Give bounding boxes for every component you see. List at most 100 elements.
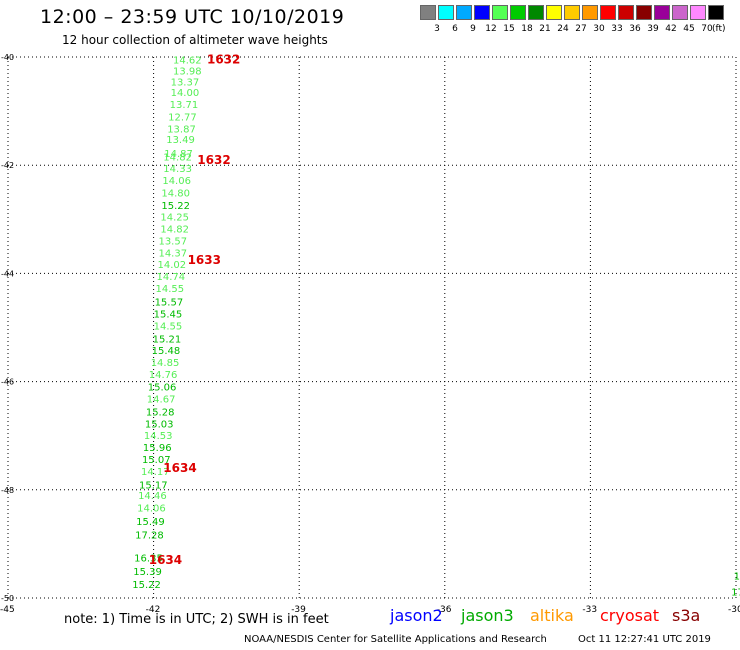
swh-value: 14.17	[141, 467, 170, 478]
swh-value: 13.71	[170, 100, 199, 111]
legend-swatch	[636, 5, 652, 20]
swh-value: 15.22	[132, 580, 161, 591]
swh-value: 13.57	[158, 236, 187, 247]
legend-label: 70	[701, 24, 713, 34]
x-tick-label: -33	[582, 605, 597, 615]
swh-value: 14.06	[162, 176, 191, 187]
swh-value: 15.45	[154, 309, 183, 320]
swh-value: 15.96	[143, 443, 172, 454]
legend-label: 39	[647, 24, 659, 34]
legend-label: 30	[593, 24, 605, 34]
swh-value: 15.48	[152, 346, 181, 357]
swh-value: 15.03	[145, 419, 174, 430]
satellite-cryosat: cryosat	[600, 606, 660, 625]
swh-value: 14.02	[157, 260, 186, 271]
swh-value: 14.00	[171, 88, 200, 99]
legend-swatch	[582, 5, 598, 20]
legend-swatch	[708, 5, 724, 20]
x-tick-label: -30	[728, 605, 740, 615]
swh-value: 16.35	[134, 553, 163, 564]
swh-value: 15.39	[133, 567, 162, 578]
legend-swatch	[690, 5, 706, 20]
color-legend: 3 6 9 12 15 18 21 24 27 30 33 36 39 42 45 70 (ft)	[420, 5, 740, 39]
x-tick-label: -39	[291, 605, 306, 615]
swh-value: 15.17	[139, 480, 168, 491]
swh-value: 15.22	[161, 201, 190, 212]
legend-swatch	[474, 5, 490, 20]
swh-value: 14.25	[160, 213, 189, 224]
y-tick-label: -50	[1, 594, 14, 603]
legend-label: 15	[503, 24, 515, 34]
swh-value: 14.55	[154, 321, 183, 332]
swh-value: 14.82	[163, 153, 192, 164]
legend-label: 42	[665, 24, 677, 34]
legend-swatch	[618, 5, 634, 20]
chart-title: 12:00 – 23:59 UTC 10/10/2019	[40, 6, 345, 28]
swh-value: 14.67	[147, 394, 176, 405]
legend-label: 3	[434, 24, 440, 34]
swh-value: 15.07	[142, 455, 171, 466]
legend-swatch	[654, 5, 670, 20]
legend-swatch	[438, 5, 454, 20]
chart-subtitle: 12 hour collection of altimeter wave hei…	[62, 33, 328, 47]
swh-value: 17	[734, 571, 740, 582]
swh-value: 15.06	[148, 382, 177, 393]
legend-swatch	[420, 5, 436, 20]
swh-value: 14.33	[163, 164, 192, 175]
footer-agency: NOAA/NESDIS Center for Satellite Applica…	[244, 634, 547, 645]
swh-value: 14.87	[164, 149, 193, 160]
swh-value: 14.62	[173, 56, 202, 67]
swh-value: 14.55	[156, 284, 185, 295]
time-label: 1634	[149, 553, 182, 567]
swh-value: 13.37	[171, 77, 200, 88]
satellite-s3a: s3a	[672, 606, 701, 625]
swh-value: 17	[731, 588, 740, 599]
legend-label: 6	[452, 24, 458, 34]
legend-label: 27	[575, 24, 587, 34]
time-label: 1633	[188, 253, 221, 267]
satellite-altika: altika	[530, 606, 574, 625]
x-tick-label: -36	[437, 605, 452, 615]
legend-swatch	[564, 5, 580, 20]
note-text: note: 1) Time is in UTC; 2) SWH is in fe…	[64, 612, 329, 627]
swh-value: 14.76	[149, 370, 178, 381]
swh-value: 12.77	[168, 113, 197, 124]
x-tick-label: -42	[146, 605, 161, 615]
legend-label: 18	[521, 24, 533, 34]
legend-label: 12	[485, 24, 497, 34]
satellite-jason3: jason3	[461, 606, 514, 625]
time-label: 1632	[197, 153, 230, 167]
swh-value: 14.46	[138, 491, 167, 502]
legend-swatch	[600, 5, 616, 20]
legend-swatch	[528, 5, 544, 20]
swh-value: 17.28	[135, 531, 164, 542]
swh-value: 14.80	[161, 188, 190, 199]
x-tick-label: -45	[0, 605, 15, 615]
y-tick-label: -46	[1, 378, 14, 387]
legend-swatch	[510, 5, 526, 20]
time-label: 1634	[163, 461, 196, 475]
legend-label: 36	[629, 24, 641, 34]
swh-value: 13.49	[166, 135, 195, 146]
legend-label: 45	[683, 24, 695, 34]
legend-label: 21	[539, 24, 551, 34]
swh-value: 15.49	[136, 517, 165, 528]
legend-unit: (ft)	[712, 24, 726, 34]
legend-label: 24	[557, 24, 569, 34]
time-label: 1632	[207, 53, 240, 67]
satellite-jason2: jason2	[390, 606, 443, 625]
swh-value: 13.87	[167, 124, 196, 135]
y-tick-label: -48	[1, 486, 14, 495]
swh-value: 14.53	[144, 431, 173, 442]
swh-value: 13.98	[173, 67, 202, 78]
legend-swatch	[456, 5, 472, 20]
legend-label: 33	[611, 24, 623, 34]
swh-value: 14.06	[137, 504, 166, 515]
swh-value: 14.85	[151, 358, 180, 369]
swh-value: 15.28	[146, 407, 175, 418]
swh-value: 15.21	[153, 334, 182, 345]
footer-timestamp: Oct 11 12:27:41 UTC 2019	[578, 634, 711, 645]
legend-swatch	[672, 5, 688, 20]
legend-swatch	[546, 5, 562, 20]
